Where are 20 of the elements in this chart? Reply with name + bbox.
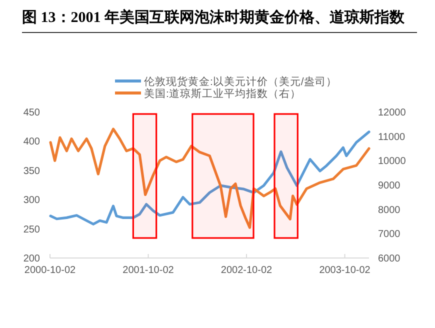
x-tick-label: 2000-10-02 <box>24 265 76 276</box>
y-tick-label: 350 <box>23 166 40 177</box>
y2-tick-label: 8000 <box>378 204 401 216</box>
y2-tick-label: 6000 <box>378 254 401 264</box>
y-tick-label: 300 <box>23 195 40 206</box>
y2-tick-label: 12000 <box>378 108 406 118</box>
legend-label: 伦敦现货黄金:以美元计价（美元/盎司） <box>144 75 337 88</box>
y-tick-label: 400 <box>23 136 40 148</box>
y-tick-label: 200 <box>23 254 40 264</box>
y2-tick-label: 9000 <box>378 180 401 192</box>
y2-tick-label: 7000 <box>378 229 401 240</box>
y-tick-label: 250 <box>23 224 40 236</box>
y-tick-label: 450 <box>23 108 40 118</box>
x-tick-label: 2003-10-02 <box>319 265 371 276</box>
y2-tick-label: 10000 <box>378 156 406 168</box>
x-tick-label: 2002-10-02 <box>220 265 273 276</box>
y2-tick-label: 11000 <box>378 132 406 143</box>
legend-label: 美国:道琼斯工业平均指数（右） <box>144 87 301 100</box>
x-tick-label: 2001-10-02 <box>122 265 174 276</box>
chart-title: 图 13：2001 年美国互联网泡沫时期黄金价格、道琼斯指数 <box>22 6 417 33</box>
